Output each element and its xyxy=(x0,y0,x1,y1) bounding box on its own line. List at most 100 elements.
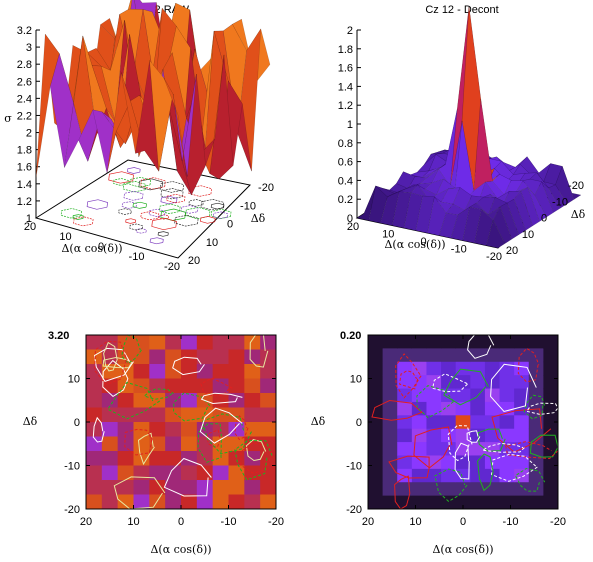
heatmap-cell xyxy=(368,495,384,510)
heatmap-cell xyxy=(133,335,150,350)
raw-map-y-label: Δδ xyxy=(23,415,38,428)
heatmap-cell xyxy=(528,428,544,443)
contour-line xyxy=(140,211,160,221)
z-tick-label: 2.6 xyxy=(17,76,32,88)
heatmap-cell xyxy=(514,495,530,510)
contour-line xyxy=(240,442,275,474)
x-tick-label: 20 xyxy=(347,221,359,233)
heatmap-cell xyxy=(149,349,166,365)
heatmap-cell xyxy=(441,428,457,443)
heatmap-cell xyxy=(133,480,150,495)
contour-line xyxy=(517,347,540,383)
decont-surface-title: Cz 12 - Decont xyxy=(425,4,498,16)
heatmap-cell xyxy=(149,378,166,394)
heatmap-cell xyxy=(499,388,515,403)
heatmap-cell xyxy=(382,335,398,349)
y-tick-label: 0 xyxy=(541,213,547,225)
contour-line xyxy=(447,425,473,462)
heatmap-cell xyxy=(411,335,427,349)
heatmap-cell xyxy=(543,335,559,349)
heatmap-cell xyxy=(499,348,515,363)
heatmap-cell xyxy=(86,335,103,350)
heatmap-cell xyxy=(368,335,384,349)
raw-base-contours xyxy=(60,167,232,245)
contour-line xyxy=(490,363,537,413)
heatmap-cell xyxy=(260,480,277,495)
heatmap-cell xyxy=(368,428,384,443)
contour-line xyxy=(149,237,164,245)
heatmap-cell xyxy=(181,407,198,423)
heatmap-cell xyxy=(528,468,544,483)
contour-line xyxy=(416,385,455,419)
heatmap-cell xyxy=(470,415,486,430)
heatmap-cell xyxy=(397,401,413,416)
heatmap-cell xyxy=(260,422,277,437)
heatmap-cell xyxy=(470,348,486,363)
contour-line xyxy=(434,468,468,503)
heatmap-cell xyxy=(244,451,261,466)
raw-map-x-ticks: 20 10 0 -10 -20 xyxy=(80,335,284,528)
x-tick-label: -10 xyxy=(503,516,519,528)
contour-line xyxy=(172,392,212,422)
y-tick-label: -20 xyxy=(64,504,80,516)
contour-line xyxy=(163,457,212,497)
heatmap-cell xyxy=(212,335,229,350)
heatmap-cell xyxy=(368,375,384,390)
contour-line xyxy=(94,340,128,386)
contour-line xyxy=(188,199,204,207)
heatmap-cell xyxy=(426,401,442,416)
raw-map-cells xyxy=(86,335,277,510)
decont-surface-plot: Cz 12 - Decont 0 0.2 0.4 0.6 0.8 1 1.2 1.4 1.6 1.… xyxy=(338,4,586,263)
surface-facet xyxy=(492,206,513,244)
contour-line xyxy=(135,228,147,234)
z-tick-label: 2.8 xyxy=(17,59,32,71)
contour-line xyxy=(454,442,470,480)
heatmap-cell xyxy=(543,468,559,483)
contour-line xyxy=(514,467,546,492)
decont-y-label: Δδ xyxy=(571,208,586,221)
heatmap-cell xyxy=(86,480,103,495)
z-tick-label: 1.6 xyxy=(17,162,32,174)
heatmap-cell xyxy=(470,335,486,349)
heatmap-cell xyxy=(499,428,515,443)
z-tick-label: 1.4 xyxy=(338,81,353,93)
heatmap-cell xyxy=(260,407,277,423)
decont-x-ticks: 20 10 0 -10 -20 xyxy=(347,221,502,263)
heatmap-cell xyxy=(528,348,544,363)
heatmap-cell xyxy=(101,465,119,481)
heatmap-cell xyxy=(260,335,277,350)
heatmap-cell xyxy=(117,494,134,510)
contour-line xyxy=(197,423,223,463)
heatmap-cell xyxy=(196,364,214,379)
heatmap-cell xyxy=(455,495,471,510)
heatmap-cell xyxy=(149,465,166,481)
contour-line xyxy=(113,476,166,510)
heatmap-cell xyxy=(426,348,442,363)
contour-line xyxy=(159,181,185,193)
raw-surface-mesh xyxy=(35,0,271,196)
contour-line xyxy=(443,368,489,406)
contour-line xyxy=(505,441,559,460)
heatmap-cell xyxy=(196,480,214,495)
contour-line xyxy=(122,181,147,193)
heatmap-cell xyxy=(484,415,501,430)
contour-line xyxy=(234,439,274,481)
heatmap-cell xyxy=(149,407,166,423)
heatmap-cell xyxy=(165,422,182,437)
heatmap-cell xyxy=(426,428,442,443)
raw-z-ticks: 1 1.2 1.4 1.6 1.8 2 2.2 2.4 2.6 2.8 3 3.2 xyxy=(17,25,40,225)
heatmap-cell xyxy=(397,442,413,456)
heatmap-cell xyxy=(101,393,119,408)
heatmap-cell xyxy=(196,436,214,452)
heatmap-cell xyxy=(484,442,501,456)
heatmap-cell xyxy=(528,482,544,497)
z-tick-label: 0.4 xyxy=(338,175,353,187)
contour-line xyxy=(72,214,84,220)
heatmap-cell xyxy=(441,415,457,430)
heatmap-cell xyxy=(514,468,530,483)
heatmap-cell xyxy=(101,436,119,452)
contour-line xyxy=(185,207,211,220)
decont-map-x-label: Δ(α cos(δ)) xyxy=(432,543,493,556)
heatmap-cell xyxy=(244,494,261,510)
